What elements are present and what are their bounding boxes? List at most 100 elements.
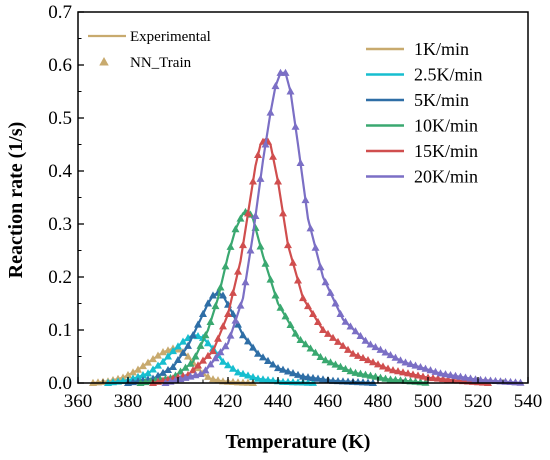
data-point-marker [219,322,227,330]
data-point-marker [276,303,285,311]
data-point-marker [164,346,172,354]
data-point-marker [236,301,245,309]
data-point-marker [439,374,447,383]
data-point-marker [204,351,212,359]
data-point-marker [446,370,455,379]
data-point-marker [401,358,410,366]
series-legend-entry: 5K/min [366,90,469,110]
data-point-marker [261,140,270,148]
data-point-marker [259,353,267,361]
data-point-marker [231,225,240,233]
data-point-marker [201,366,210,374]
data-point-marker [396,376,405,384]
data-point-marker [349,349,357,357]
data-point-marker [336,362,345,370]
data-point-marker [384,364,392,372]
data-point-marker [406,359,415,368]
data-point-marker [341,364,350,373]
series-legend-entry: 20K/min [366,167,478,187]
data-point-marker [249,177,257,185]
data-point-marker [221,262,230,270]
data-point-marker [391,375,400,383]
data-point-marker [189,366,197,374]
x-tick-label: 400 [164,391,193,412]
data-point-marker [331,360,340,368]
data-point-marker [486,376,495,384]
data-point-marker [386,350,395,359]
data-point-marker [254,374,262,382]
data-point-marker [319,375,327,383]
data-point-marker [234,320,242,328]
data-point-marker [271,82,280,90]
data-point-marker [299,294,307,302]
data-point-marker [369,358,377,366]
data-point-marker [304,301,312,310]
data-point-marker [239,369,247,377]
data-point-marker [316,352,325,360]
data-point-marker [256,174,265,182]
data-point-marker [361,370,370,378]
data-point-marker [274,363,282,372]
data-point-marker [481,376,490,384]
data-point-marker [311,243,320,251]
data-point-marker [301,195,310,204]
marker-legend: Experimental NN_Train [88,29,211,71]
series-legend-entry: 15K/min [366,141,478,161]
data-point-marker [316,263,325,271]
data-point-marker [441,370,450,378]
data-point-marker [326,358,335,366]
data-point-marker [149,354,157,363]
data-point-marker [221,342,230,350]
y-tick-label: 0.7 [48,2,72,23]
data-point-marker [264,356,272,364]
data-point-marker [254,150,262,159]
series-5k-min [124,288,377,386]
data-point-marker [296,335,305,344]
marker-legend-entry: NN_Train [99,55,192,71]
data-point-marker [281,312,290,320]
x-tick-label: 420 [214,391,243,412]
data-point-marker [246,246,255,254]
data-point-marker [209,291,217,299]
data-point-marker [421,378,430,386]
data-point-marker [154,351,162,359]
data-point-marker [269,152,277,160]
data-point-marker [194,361,202,369]
data-point-marker [264,375,272,383]
data-point-marker [234,267,242,275]
y-tick-label: 0.0 [48,373,72,394]
data-point-marker [429,373,437,382]
series-legend-label: 20K/min [414,167,478,187]
data-point-marker [304,373,312,381]
data-point-marker [266,108,275,116]
data-point-marker [211,354,220,362]
marker-legend-label: Experimental [130,29,211,45]
series-line [140,209,429,385]
data-point-marker [461,373,470,381]
data-point-marker [259,375,267,383]
data-point-marker [294,370,302,378]
data-point-marker [144,358,152,366]
data-point-marker [306,344,315,352]
data-point-marker [271,291,280,299]
data-point-marker [321,356,330,364]
y-tick-label: 0.4 [48,161,72,182]
data-point-marker [249,343,257,351]
x-tick-label: 540 [514,391,543,412]
data-point-marker [359,353,367,362]
y-tick-label: 0.1 [48,320,72,341]
data-point-marker [371,343,380,351]
data-point-marker [169,347,177,355]
data-point-marker [244,371,252,379]
data-point-marker [174,355,182,363]
data-point-marker [254,349,262,357]
data-point-marker [226,242,235,250]
data-point-marker [364,356,372,364]
data-point-marker [174,342,182,350]
data-point-marker [341,317,350,325]
data-point-marker [289,369,297,377]
data-point-marker [436,369,445,377]
data-point-marker [329,333,337,341]
data-point-marker [386,375,395,383]
marker-legend-entry: Experimental [88,29,211,45]
